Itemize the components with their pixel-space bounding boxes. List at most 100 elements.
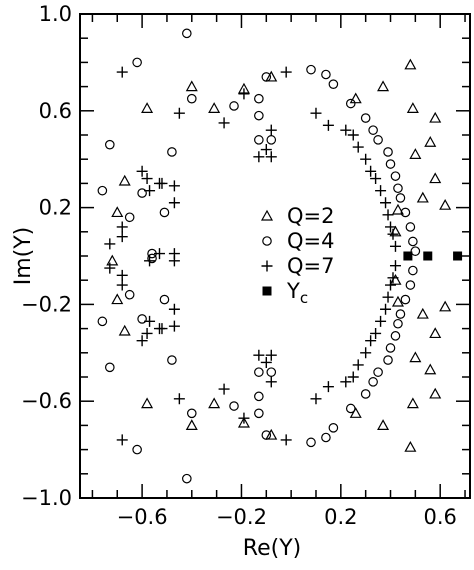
data-point-plus <box>387 228 399 240</box>
data-points <box>97 28 463 484</box>
x-axis-label: Re(Y) <box>243 536 301 561</box>
data-point-circle <box>360 389 371 399</box>
data-point-triangle <box>141 102 154 113</box>
data-point-plus <box>382 209 394 221</box>
data-point-triangle <box>409 351 422 363</box>
data-point-plus <box>156 177 168 189</box>
x-tick-label: 0.2 <box>324 505 357 529</box>
legend-marker-circle <box>262 236 272 246</box>
data-point-plus <box>141 327 153 339</box>
data-point-triangle <box>439 198 452 210</box>
data-point-plus <box>389 240 401 252</box>
data-point-triangle <box>377 80 390 92</box>
data-point-circle <box>137 314 147 324</box>
data-point-circle <box>321 432 331 443</box>
data-point-triangle <box>429 172 442 184</box>
data-point-circle <box>408 265 418 276</box>
data-point-circle <box>400 294 411 305</box>
data-point-triangle <box>404 58 417 70</box>
data-point-plus <box>375 185 387 197</box>
data-point-plus <box>365 335 377 347</box>
x-tick-label: −0.2 <box>216 505 267 529</box>
data-point-circle <box>395 193 406 203</box>
data-point-circle <box>97 185 108 196</box>
data-point-circle <box>254 110 264 121</box>
data-point-plus <box>280 434 292 446</box>
data-point-circle <box>385 343 396 353</box>
data-point-plus <box>168 320 180 332</box>
data-point-triangle <box>429 387 442 399</box>
data-point-plus <box>173 393 185 405</box>
data-point-triangle <box>118 174 131 186</box>
data-point-plus <box>280 66 292 78</box>
data-point-circle <box>137 188 147 198</box>
data-point-triangle <box>406 397 419 409</box>
data-point-triangle <box>237 416 250 428</box>
data-point-plus <box>141 173 153 185</box>
data-point-plus <box>168 303 180 315</box>
legend-label: Q=2 <box>287 204 335 228</box>
data-point-circle <box>229 401 239 411</box>
data-point-plus <box>238 412 250 424</box>
legend-marker-plus <box>261 260 273 272</box>
data-point-circle <box>368 377 378 387</box>
data-point-plus <box>144 315 156 327</box>
data-point-plus <box>156 323 168 335</box>
data-point-plus <box>144 185 156 197</box>
y-tick-label: −1.0 <box>21 486 72 510</box>
data-point-plus <box>387 272 399 284</box>
data-point-circle <box>124 289 135 300</box>
data-point-circle <box>383 355 393 365</box>
data-point-circle <box>105 362 115 373</box>
data-point-circle <box>182 28 192 39</box>
data-point-circle <box>393 318 403 329</box>
data-point-triangle <box>389 273 402 285</box>
data-point-plus <box>116 269 128 281</box>
y-tick-label: 0.2 <box>39 196 72 220</box>
data-point-circle <box>383 147 393 157</box>
data-point-circle <box>147 253 157 264</box>
data-point-plus <box>385 279 397 291</box>
data-point-circle <box>254 135 264 145</box>
data-point-circle <box>266 367 277 377</box>
data-point-circle <box>254 367 264 377</box>
data-point-circle <box>360 113 371 123</box>
data-point-triangle <box>409 148 422 159</box>
y-tick-label: −0.6 <box>21 389 72 413</box>
data-point-circle <box>306 64 316 75</box>
data-point-triangle <box>185 419 198 430</box>
data-point-triangle <box>429 327 442 339</box>
data-point-triangle <box>424 136 437 147</box>
data-point-triangle <box>404 440 417 452</box>
data-point-circle <box>328 79 339 89</box>
data-point-plus <box>380 197 392 209</box>
data-point-triangle <box>391 203 404 215</box>
data-point-circle <box>182 473 192 484</box>
x-tick-label: −0.6 <box>117 505 168 529</box>
data-point-circle <box>254 93 264 104</box>
data-point-plus <box>116 66 128 78</box>
data-point-plus <box>265 376 277 388</box>
data-point-plus <box>375 315 387 327</box>
data-point-plus <box>322 119 334 131</box>
data-point-circle <box>390 171 401 181</box>
data-point-square <box>403 251 413 261</box>
data-point-triangle <box>416 191 429 203</box>
data-point-plus <box>360 347 372 359</box>
data-point-circle <box>97 316 108 327</box>
y-tick-label: 1.0 <box>39 2 72 26</box>
data-point-triangle <box>349 407 362 418</box>
data-point-plus <box>136 335 148 347</box>
data-point-plus <box>104 262 116 274</box>
data-point-triangle <box>406 102 419 113</box>
data-point-circle <box>328 423 339 433</box>
data-point-triangle <box>208 397 221 409</box>
data-point-circle <box>390 331 401 341</box>
data-point-circle <box>400 207 411 218</box>
data-point-plus <box>238 88 250 100</box>
data-point-plus <box>265 151 277 163</box>
data-point-plus <box>322 381 334 393</box>
data-point-circle <box>254 408 264 419</box>
data-point-plus <box>253 151 265 163</box>
